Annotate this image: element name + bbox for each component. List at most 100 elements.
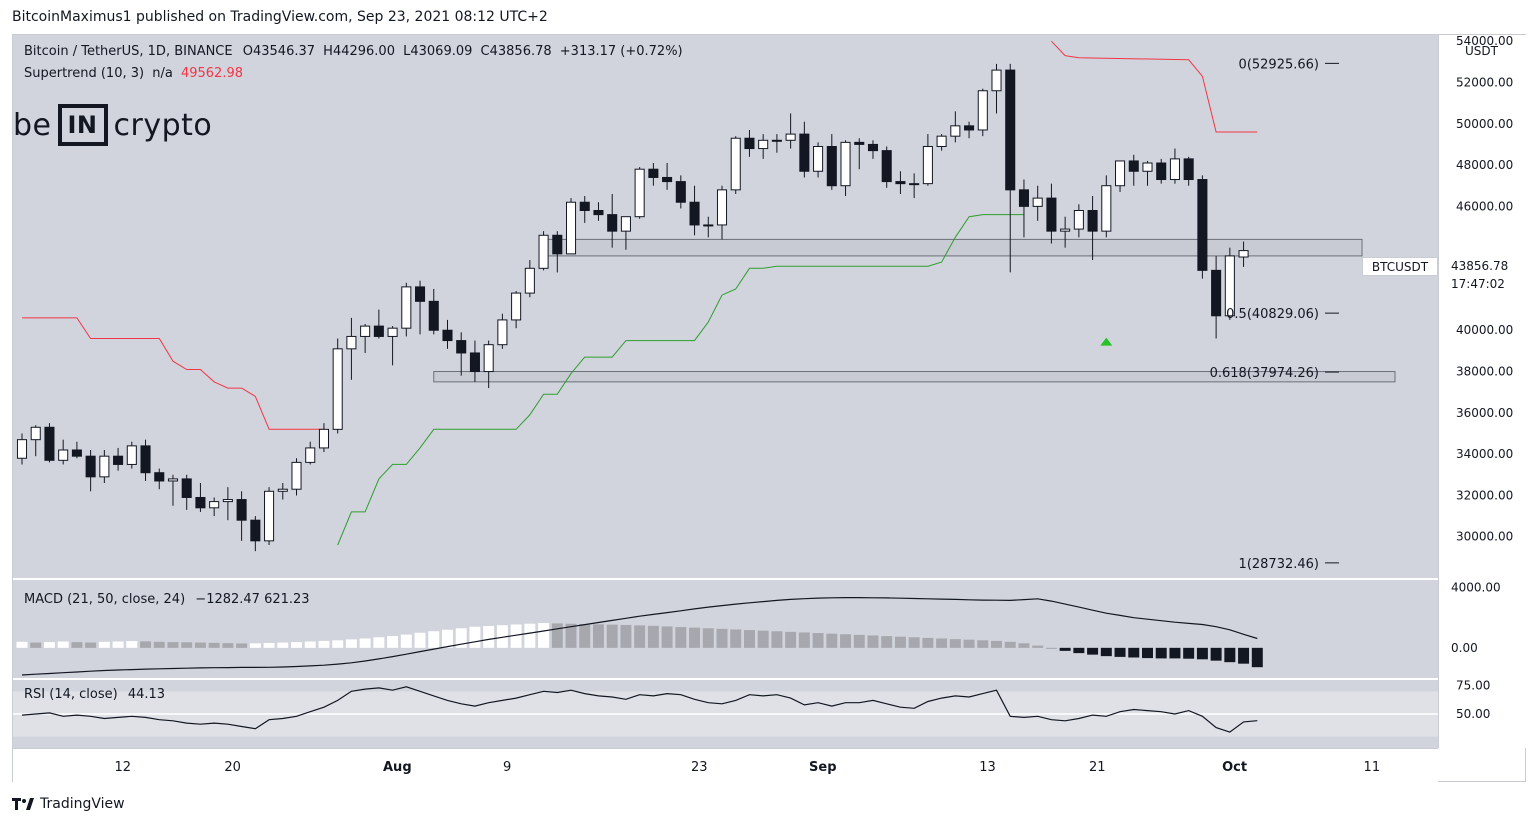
time-tick-label: Sep: [809, 760, 837, 775]
macd-histogram-bar: [1114, 647, 1126, 657]
price-tick-label: 50000.00: [1456, 117, 1513, 131]
candle-body: [305, 447, 316, 463]
macd-histogram-bar: [1183, 647, 1195, 659]
macd-histogram-bar: [661, 626, 673, 648]
macd-histogram-bar: [16, 641, 28, 648]
supertrend-label: Supertrend (10, 3): [24, 66, 145, 81]
macd-histogram-bar: [1073, 647, 1085, 654]
footer: TradingView: [12, 796, 125, 812]
open-label: O: [242, 44, 253, 59]
macd-histogram-bar: [359, 638, 371, 648]
price-tick-label: 46000.00: [1456, 199, 1513, 213]
candle-body: [209, 501, 220, 509]
macd-histogram-bar: [949, 639, 961, 648]
open-value: 43546.37: [252, 44, 316, 59]
macd-histogram-bar: [538, 622, 550, 648]
candle-body: [1238, 250, 1249, 258]
macd-histogram-bar: [1004, 641, 1016, 648]
macd-histogram-bar: [442, 629, 453, 648]
candle-body: [346, 335, 357, 350]
candle-body: [881, 150, 892, 183]
supertrend-line-2: [1051, 40, 1258, 133]
macd-histogram-bar: [455, 628, 467, 648]
macd-histogram-bar: [812, 633, 824, 648]
candle-body: [140, 445, 151, 474]
buy-arrow-icon: [1100, 337, 1113, 346]
macd-histogram-bar: [991, 640, 1002, 648]
fib-level-label: 0(52925.66): [1239, 57, 1319, 72]
candle-body: [58, 449, 69, 461]
macd-histogram-bar: [345, 639, 357, 648]
candle-body: [511, 292, 522, 321]
macd-histogram-bar: [1210, 647, 1222, 661]
candle-body: [1018, 189, 1029, 207]
candle-body: [456, 340, 467, 354]
macd-histogram-bar: [428, 631, 440, 648]
candle-body: [1060, 228, 1071, 232]
macd-histogram-bar: [798, 632, 810, 648]
candle-body: [936, 135, 947, 147]
candle-body: [360, 325, 371, 337]
macd-histogram-bar: [263, 643, 275, 648]
tradingview-logo-icon: [12, 798, 34, 810]
candle-body: [826, 145, 837, 187]
supertrend-line-0: [22, 317, 324, 430]
macd-histogram-bar: [620, 624, 632, 648]
candle-body: [1169, 158, 1180, 181]
candle-body: [950, 125, 961, 137]
candle-body: [964, 125, 975, 131]
change-value: +313.17 (+0.72%): [559, 44, 683, 59]
time-tick-label: 23: [691, 760, 708, 775]
candle-body: [1032, 197, 1043, 207]
macd-histogram-bar: [332, 640, 344, 648]
candle-body: [195, 496, 206, 509]
macd-histogram-bar: [757, 630, 769, 648]
candle-body: [607, 214, 618, 232]
macd-histogram-bar: [373, 637, 385, 648]
time-tick-label: 12: [115, 760, 132, 775]
candle-body: [30, 426, 41, 441]
macd-histogram-bar: [551, 623, 563, 648]
macd-histogram-bar: [318, 640, 330, 648]
rsi-tick-label: 75.00: [1456, 679, 1490, 693]
price-tick-label: 32000.00: [1456, 488, 1513, 502]
macd-histogram-bar: [1032, 645, 1044, 648]
macd-histogram-bar: [908, 637, 920, 648]
time-tick-label: Oct: [1222, 760, 1247, 775]
macd-histogram-bar: [194, 642, 206, 648]
macd-histogram-bar: [249, 643, 261, 648]
candle-body: [909, 183, 920, 186]
price-tick-label: 36000.00: [1456, 406, 1513, 420]
candle-body: [415, 286, 426, 302]
symbol-name: Bitcoin / TetherUS, 1D, BINANCE: [24, 44, 233, 59]
rsi-value: 44.13: [127, 687, 166, 702]
candle-body: [1087, 209, 1098, 232]
candle-body: [1073, 209, 1084, 230]
price-axis-column[interactable]: [1438, 35, 1526, 748]
rsi-tick-label: 50.00: [1456, 707, 1490, 721]
candle-body: [469, 352, 480, 373]
candle-body: [538, 234, 549, 269]
candle-body: [1211, 269, 1222, 317]
candle-body: [1115, 160, 1126, 187]
macd-histogram-bar: [57, 641, 69, 648]
main-pane[interactable]: [13, 35, 1438, 578]
fib-level-label: 1(28732.46): [1239, 557, 1319, 572]
candle-body: [813, 145, 824, 172]
candle-body: [264, 490, 275, 542]
candle-body: [1183, 158, 1194, 181]
macd-histogram-bar: [400, 634, 412, 648]
macd-histogram-bar: [153, 641, 165, 648]
logo-mid: IN: [57, 104, 108, 146]
candle-body: [1128, 160, 1139, 172]
candle-body: [250, 519, 261, 542]
symbol-tag: BTCUSDT: [1362, 257, 1438, 276]
macd-histogram-bar: [1224, 647, 1236, 663]
candle-body: [44, 426, 55, 461]
time-tick-label: 20: [224, 760, 241, 775]
time-axis-row[interactable]: [13, 748, 1438, 782]
macd-histogram-bar: [826, 633, 838, 648]
macd-histogram-bar: [730, 629, 742, 648]
price-tick-label: 48000.00: [1456, 158, 1513, 172]
macd-histogram-bar: [579, 624, 591, 648]
